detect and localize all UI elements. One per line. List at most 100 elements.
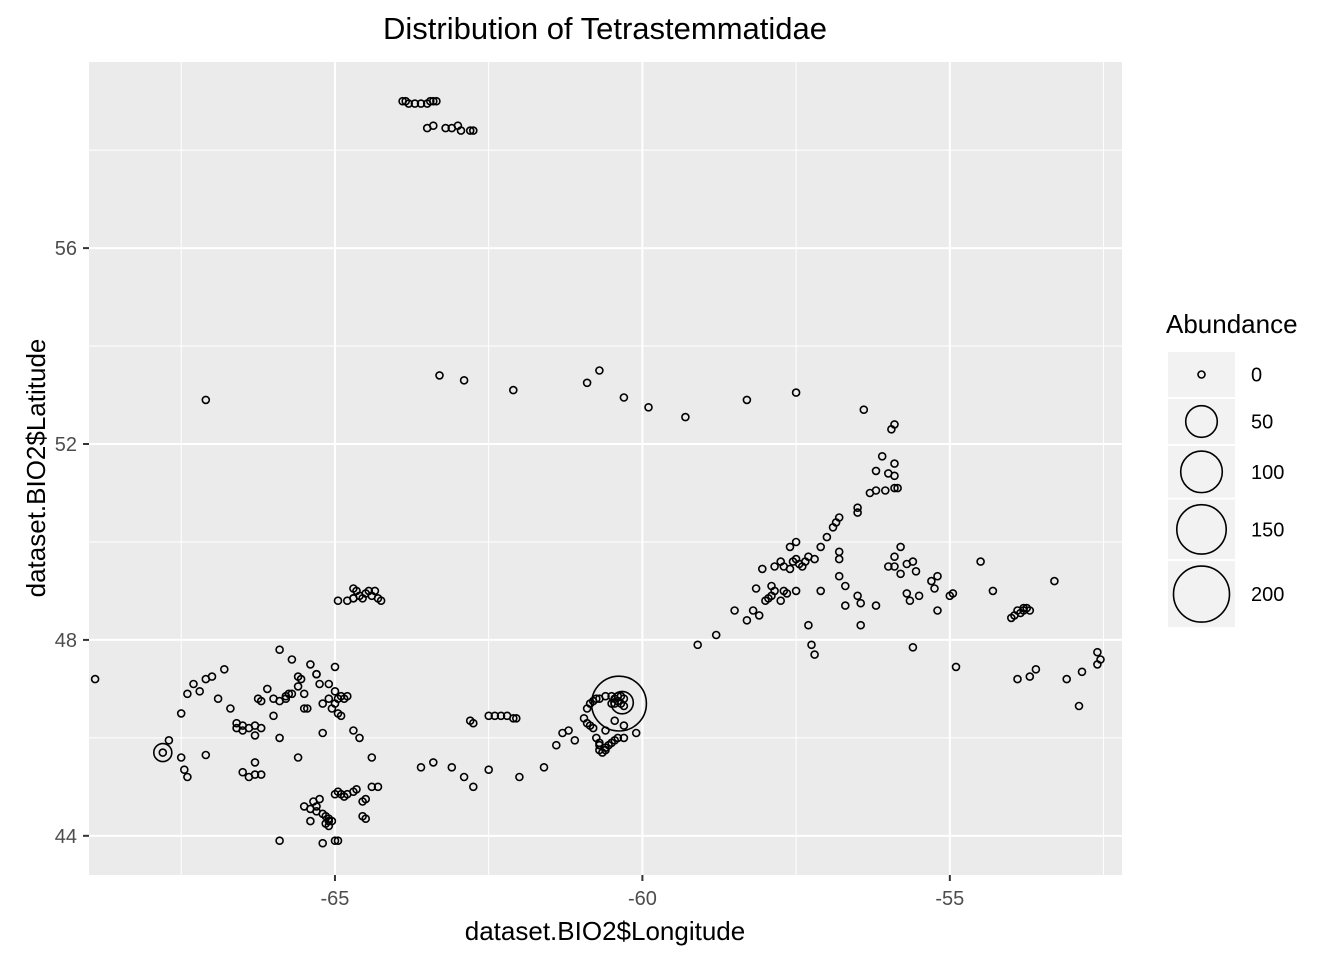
data-point	[342, 691, 352, 701]
data-point	[816, 542, 826, 552]
data-point	[336, 711, 346, 721]
data-point	[207, 672, 217, 681]
data-point	[315, 794, 324, 804]
data-point	[416, 762, 426, 772]
legend-label: 50	[1251, 412, 1273, 434]
data-point	[1077, 667, 1087, 677]
data-point	[610, 716, 620, 726]
legend-key	[1168, 399, 1235, 444]
data-point	[275, 836, 284, 846]
data-point	[610, 690, 635, 715]
y-tick-label: 52	[55, 434, 77, 456]
data-point	[312, 802, 321, 811]
data-point	[367, 753, 377, 762]
data-point	[456, 126, 466, 135]
data-point	[551, 740, 561, 750]
data-point	[1019, 603, 1028, 613]
data-point	[911, 566, 921, 576]
data-point	[176, 753, 186, 762]
x-tick-label: -55	[935, 888, 964, 910]
data-point	[201, 750, 211, 760]
data-point	[816, 586, 826, 596]
data-point	[595, 366, 604, 375]
data-point	[484, 765, 494, 775]
legend-key	[1168, 499, 1235, 560]
data-point	[890, 552, 899, 562]
data-point	[373, 782, 383, 792]
data-point	[834, 547, 844, 557]
data-point	[856, 620, 866, 630]
data-point	[840, 601, 850, 610]
data-point	[153, 742, 173, 763]
data-point	[468, 126, 478, 135]
data-point	[299, 704, 309, 713]
data-point	[893, 483, 902, 493]
data-point	[601, 691, 610, 701]
data-point	[183, 772, 192, 782]
data-point	[582, 718, 592, 728]
data-point	[484, 711, 494, 721]
data-point	[256, 723, 266, 733]
data-point	[508, 713, 518, 723]
data-point	[871, 486, 881, 495]
data-point	[791, 586, 801, 596]
data-point	[330, 836, 340, 846]
grid-lines	[89, 62, 1122, 875]
data-point	[681, 412, 690, 422]
data-point	[250, 731, 260, 740]
data-point	[318, 699, 328, 708]
data-point	[220, 664, 229, 674]
data-point	[349, 593, 358, 603]
data-point	[619, 393, 629, 402]
data-point	[807, 640, 816, 650]
data-point	[256, 696, 266, 706]
legend-label: 100	[1251, 462, 1284, 484]
data-point	[601, 726, 610, 735]
data-point	[425, 96, 435, 106]
data-point	[776, 596, 786, 606]
data-point	[730, 606, 739, 615]
data-point	[871, 466, 881, 476]
data-point	[333, 596, 343, 606]
data-point	[459, 375, 469, 385]
data-point	[468, 718, 478, 728]
data-point	[318, 728, 328, 738]
data-point	[324, 821, 334, 831]
data-point	[933, 571, 942, 581]
legend-symbol	[1184, 404, 1219, 439]
data-point	[890, 471, 899, 481]
data-point	[853, 591, 862, 601]
data-point	[927, 576, 936, 586]
data-point	[428, 758, 438, 767]
data-point	[459, 772, 469, 782]
data-point	[324, 694, 334, 704]
data-point	[435, 371, 444, 380]
data-point	[275, 733, 284, 743]
data-point	[742, 615, 752, 625]
data-point	[871, 601, 881, 610]
data-point	[256, 770, 266, 779]
data-point	[595, 738, 604, 748]
y-tick-label: 44	[55, 826, 77, 848]
data-point	[834, 513, 844, 522]
data-point	[930, 584, 939, 593]
data-point	[447, 762, 457, 772]
data-point	[496, 711, 506, 721]
legend-title: Abundance	[1166, 309, 1298, 339]
data-point	[785, 564, 795, 574]
data-point	[853, 508, 862, 517]
data-point	[312, 669, 321, 679]
data-point	[822, 532, 832, 542]
data-point	[238, 726, 247, 735]
data-point	[896, 542, 905, 552]
data-point	[748, 606, 758, 615]
data-point	[804, 620, 813, 630]
data-point	[1062, 674, 1071, 684]
data-point	[299, 689, 309, 699]
data-point	[189, 679, 198, 689]
size-legend: Abundance 0 50 100 150 200	[1166, 309, 1298, 628]
data-point	[644, 402, 653, 412]
data-point	[588, 723, 598, 733]
data-point	[315, 679, 324, 689]
data-point	[619, 701, 629, 711]
